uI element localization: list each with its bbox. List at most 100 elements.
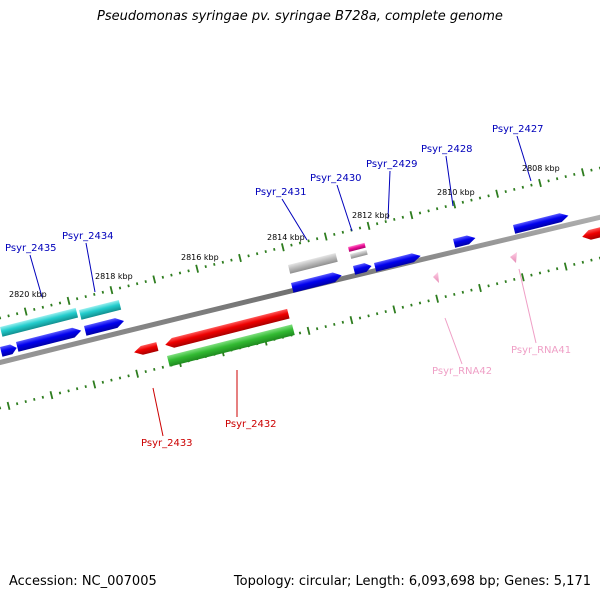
- gene-label-psyr-2429[interactable]: Psyr_2429: [366, 159, 418, 170]
- leader-psyr-rna42: [445, 318, 462, 364]
- minor-tick: [51, 304, 52, 307]
- minor-tick: [231, 259, 232, 262]
- minor-tick: [574, 263, 575, 266]
- minor-tick: [394, 218, 395, 221]
- minor-tick: [368, 315, 369, 318]
- minor-tick: [377, 222, 378, 225]
- minor-tick: [411, 304, 412, 307]
- minor-tick: [17, 312, 18, 315]
- minor-tick: [343, 231, 344, 234]
- minor-tick: [257, 252, 258, 255]
- scale-label: 2816 kbp: [181, 253, 219, 262]
- major-tick: [50, 391, 52, 399]
- gene-psyr-2430[interactable]: [348, 243, 366, 252]
- minor-tick: [291, 244, 292, 247]
- minor-tick: [548, 270, 549, 273]
- gene-label-psyr-rna41[interactable]: Psyr_RNA41: [511, 345, 571, 356]
- major-tick: [565, 263, 567, 271]
- gene-label-psyr-2434[interactable]: Psyr_2434: [62, 231, 114, 242]
- major-tick: [8, 402, 10, 410]
- gene-label-psyr-2431[interactable]: Psyr_2431: [255, 187, 307, 198]
- gene-psyr-2430-cds[interactable]: [350, 250, 368, 259]
- minor-tick: [471, 199, 472, 202]
- gene-arrow-shape: [133, 342, 158, 357]
- gene-arrow-shape: [350, 250, 368, 259]
- gene-label-psyr-2427[interactable]: Psyr_2427: [492, 124, 544, 135]
- gene-arrow-shape: [79, 300, 121, 320]
- leader-psyr-rna41: [519, 269, 536, 343]
- gene-psyr-2434-region[interactable]: [79, 300, 121, 320]
- major-tick: [453, 201, 455, 209]
- gene-label-psyr-2433[interactable]: Psyr_2433: [141, 438, 193, 449]
- minor-tick: [188, 270, 189, 273]
- minor-tick: [428, 210, 429, 213]
- minor-tick: [360, 227, 361, 230]
- leader-psyr-2427: [517, 136, 531, 181]
- major-tick: [582, 168, 584, 176]
- major-tick: [368, 222, 370, 230]
- major-tick: [93, 381, 95, 389]
- gene-label-psyr-2428[interactable]: Psyr_2428: [421, 144, 473, 155]
- minor-tick: [265, 250, 266, 253]
- gene-psyr-2431-cds[interactable]: [291, 270, 343, 292]
- minor-tick: [60, 302, 61, 305]
- minor-tick: [120, 377, 121, 380]
- minor-tick: [128, 375, 129, 378]
- minor-tick: [137, 282, 138, 285]
- minor-tick: [103, 291, 104, 294]
- major-tick: [325, 233, 327, 241]
- label-leader-lines: [30, 136, 536, 436]
- gene-psyr-2436[interactable]: [0, 343, 18, 357]
- minor-tick: [437, 207, 438, 210]
- major-tick: [153, 276, 155, 284]
- leader-psyr-2428: [446, 156, 453, 206]
- minor-tick: [557, 177, 558, 180]
- minor-tick: [300, 332, 301, 335]
- minor-tick: [514, 278, 515, 281]
- minor-tick: [548, 180, 549, 183]
- minor-tick: [385, 310, 386, 313]
- gene-psyr-2426[interactable]: [581, 227, 600, 242]
- major-tick: [522, 273, 524, 281]
- gene-psyr-2431[interactable]: [288, 253, 338, 274]
- gene-arrow-shape: [581, 227, 600, 242]
- major-tick: [436, 295, 438, 303]
- rna-psyr-rna42[interactable]: [433, 272, 439, 283]
- leader-psyr-2434: [86, 243, 95, 292]
- gene-psyr-2433[interactable]: [133, 342, 158, 357]
- minor-tick: [34, 398, 35, 401]
- rna-psyr-rna41[interactable]: [510, 252, 517, 263]
- gene-arrow-shape: [348, 243, 366, 252]
- minor-tick: [428, 300, 429, 303]
- major-tick: [25, 308, 27, 316]
- major-tick: [539, 179, 541, 187]
- major-tick: [239, 254, 241, 262]
- minor-tick: [145, 370, 146, 373]
- minor-tick: [317, 327, 318, 330]
- minor-tick: [60, 392, 61, 395]
- minor-tick: [180, 272, 181, 275]
- scale-label: 2808 kbp: [522, 164, 560, 173]
- minor-tick: [308, 240, 309, 243]
- minor-tick: [591, 169, 592, 172]
- major-tick: [110, 286, 112, 294]
- gene-label-psyr-rna42[interactable]: Psyr_RNA42: [432, 366, 492, 377]
- gene-label-psyr-2432[interactable]: Psyr_2432: [225, 419, 277, 430]
- minor-tick: [77, 387, 78, 390]
- minor-tick: [128, 285, 129, 288]
- gene-label-psyr-2435[interactable]: Psyr_2435: [5, 243, 57, 254]
- scale-label: 2820 kbp: [9, 290, 47, 299]
- minor-tick: [565, 175, 566, 178]
- gene-label-psyr-2430[interactable]: Psyr_2430: [310, 173, 362, 184]
- minor-tick: [120, 287, 121, 290]
- minor-tick: [445, 295, 446, 298]
- leader-psyr-2433: [153, 388, 163, 436]
- minor-tick: [223, 261, 224, 264]
- major-tick: [68, 297, 70, 305]
- minor-tick: [497, 282, 498, 285]
- minor-tick: [420, 302, 421, 305]
- major-tick: [308, 327, 310, 335]
- major-tick: [350, 316, 352, 324]
- minor-tick: [145, 280, 146, 283]
